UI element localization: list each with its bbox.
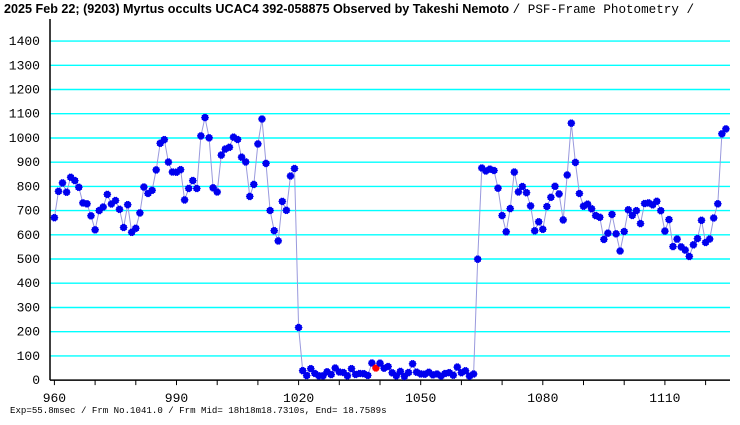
svg-text:700: 700	[17, 204, 40, 219]
svg-text:800: 800	[17, 179, 40, 194]
svg-text:1000: 1000	[9, 131, 40, 146]
svg-text:500: 500	[17, 252, 40, 267]
svg-text:600: 600	[17, 228, 40, 243]
svg-text:1020: 1020	[283, 391, 314, 406]
svg-text:1200: 1200	[9, 83, 40, 98]
svg-text:1050: 1050	[405, 391, 436, 406]
svg-text:1110: 1110	[649, 391, 680, 406]
svg-text:1080: 1080	[527, 391, 558, 406]
svg-text:300: 300	[17, 301, 40, 316]
svg-text:1400: 1400	[9, 34, 40, 49]
svg-text:100: 100	[17, 349, 40, 364]
svg-text:960: 960	[43, 391, 66, 406]
svg-text:900: 900	[17, 155, 40, 170]
svg-text:1300: 1300	[9, 58, 40, 73]
svg-text:200: 200	[17, 325, 40, 340]
svg-text:990: 990	[165, 391, 188, 406]
svg-text:400: 400	[17, 276, 40, 291]
svg-text:0: 0	[32, 373, 40, 388]
svg-text:1100: 1100	[9, 107, 40, 122]
